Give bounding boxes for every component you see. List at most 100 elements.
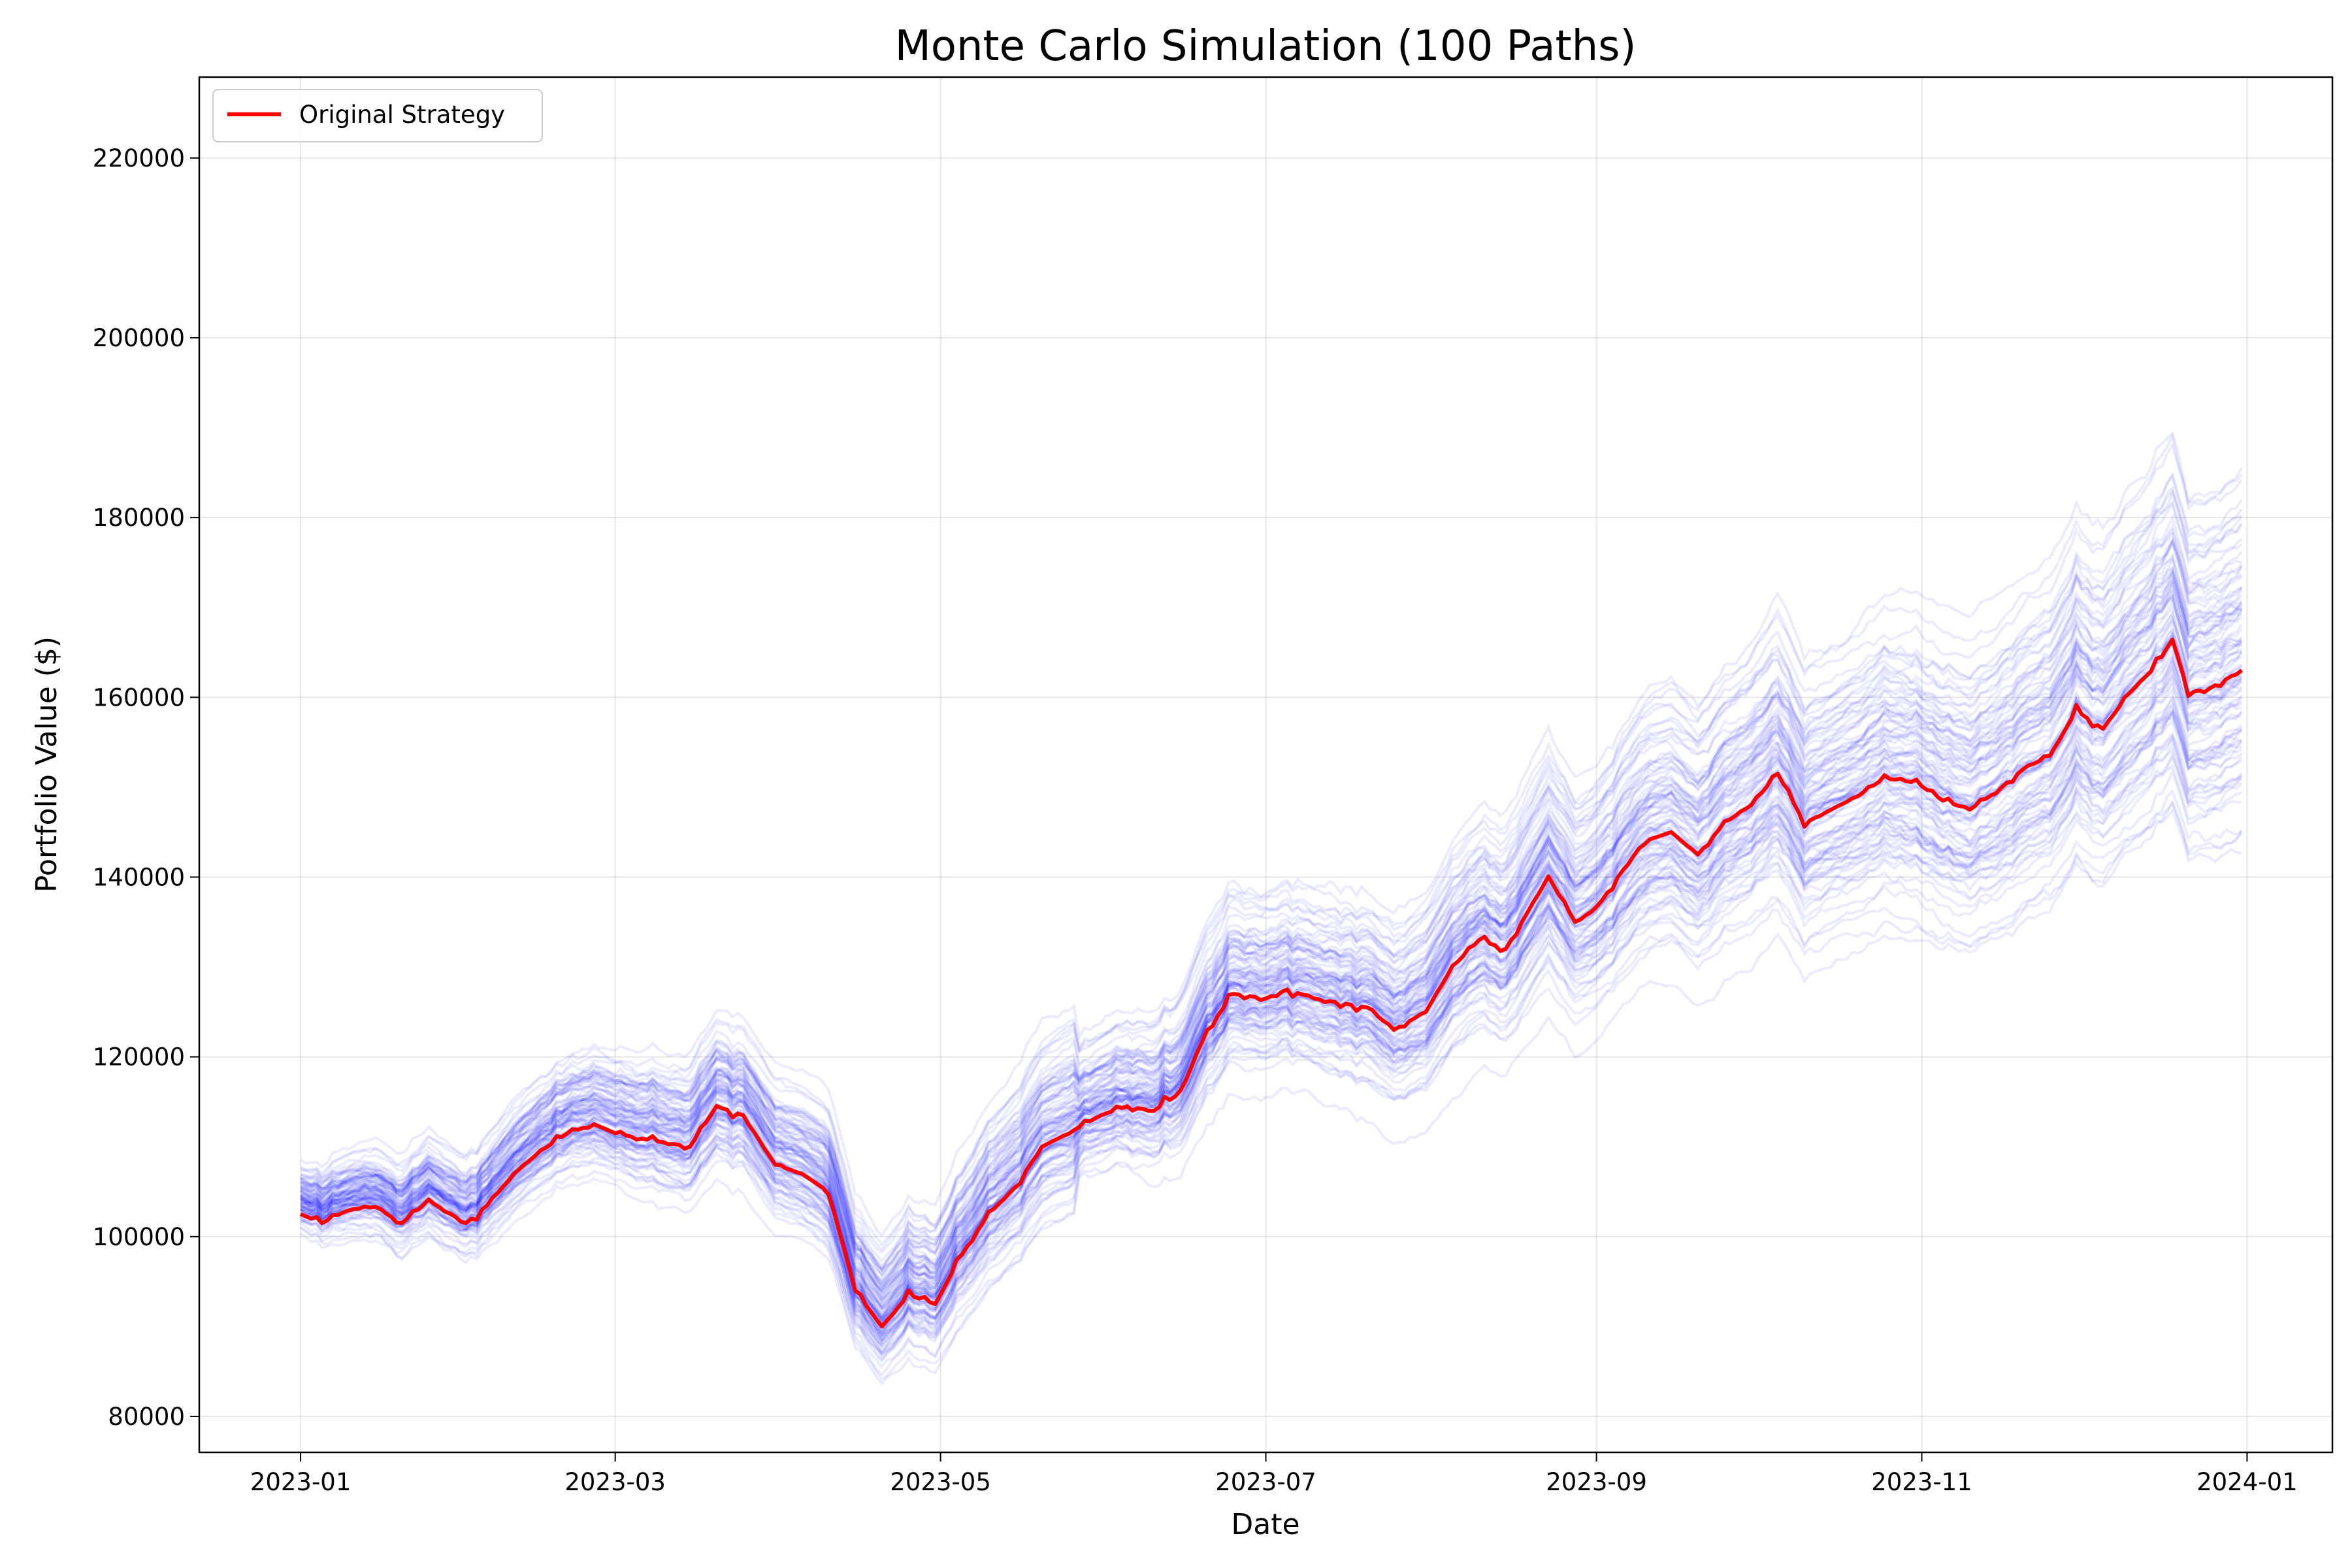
simulation-path	[300, 576, 2242, 1290]
simulation-path	[301, 442, 2243, 1247]
x-tick-label: 2024-01	[2197, 1468, 2298, 1496]
y-tick-label: 120000	[93, 1043, 185, 1071]
simulation-path	[300, 611, 2243, 1309]
simulation-path	[300, 489, 2243, 1273]
simulation-path	[300, 570, 2242, 1324]
simulation-path	[300, 568, 2242, 1298]
simulation-path	[300, 711, 2243, 1344]
simulation-path	[300, 664, 2243, 1326]
y-tick-label: 100000	[93, 1223, 185, 1251]
legend-frame	[212, 89, 543, 142]
simulation-path	[300, 638, 2243, 1325]
simulation-path	[300, 648, 2242, 1328]
simulation-path	[301, 576, 2243, 1276]
simulation-path	[300, 489, 2243, 1299]
simulation-path	[300, 431, 2243, 1238]
simulation-path	[299, 485, 2243, 1269]
simulation-path	[299, 789, 2243, 1369]
x-tick-label: 2023-11	[1871, 1468, 1972, 1496]
simulation-path	[299, 579, 2243, 1300]
legend-label-original-strategy: Original Strategy	[299, 101, 505, 129]
simulation-path	[300, 764, 2243, 1347]
simulation-path	[299, 709, 2242, 1337]
chart-title: Monte Carlo Simulation (100 Paths)	[895, 22, 1637, 71]
simulation-path	[299, 632, 2243, 1318]
simulation-path	[299, 716, 2243, 1343]
simulation-path	[300, 538, 2243, 1278]
simulation-path	[300, 472, 2242, 1254]
simulation-path	[300, 570, 2243, 1287]
simulation-path	[300, 514, 2242, 1284]
simulation-path	[300, 681, 2243, 1345]
simulation-path	[300, 751, 2242, 1362]
simulation-path	[300, 500, 2243, 1272]
simulation-path	[300, 747, 2243, 1348]
simulation-path	[300, 687, 2243, 1335]
simulation-path	[301, 666, 2242, 1322]
simulation-path	[300, 741, 2243, 1356]
simulation-path	[299, 499, 2243, 1273]
simulation-path	[300, 673, 2243, 1328]
simulation-path	[299, 604, 2243, 1290]
simulation-path	[300, 567, 2243, 1304]
simulation-path	[300, 808, 2242, 1381]
y-tick-label: 200000	[93, 324, 185, 352]
simulation-path	[300, 633, 2242, 1320]
simulation-path	[300, 635, 2243, 1320]
x-tick-label: 2023-07	[1215, 1468, 1316, 1496]
simulation-path	[299, 589, 2243, 1305]
simulation-path	[299, 800, 2243, 1377]
simulation-path	[300, 593, 2243, 1295]
simulation-path	[300, 524, 2243, 1271]
simulation-path	[300, 654, 2243, 1322]
simulation-path	[299, 730, 2242, 1356]
y-tick-label: 160000	[93, 683, 185, 711]
simulation-path	[299, 609, 2243, 1311]
simulation-path	[299, 581, 2243, 1294]
grid	[199, 77, 2332, 1452]
simulation-path	[300, 656, 2242, 1309]
simulation-path	[301, 553, 2243, 1289]
simulation-path	[300, 536, 2243, 1285]
y-tick-label: 180000	[93, 504, 185, 532]
plot-area	[199, 77, 2332, 1452]
simulation-path	[300, 630, 2243, 1331]
original-strategy-series	[299, 638, 2244, 1329]
simulation-path	[300, 617, 2242, 1310]
simulation-path	[300, 710, 2243, 1350]
y-tick-label: 140000	[93, 863, 185, 891]
legend: Original Strategy	[212, 89, 543, 142]
simulation-path	[300, 754, 2242, 1347]
x-tick-label: 2023-03	[564, 1468, 666, 1496]
simulation-path	[301, 768, 2242, 1356]
x-axis-label: Date	[1231, 1508, 1299, 1541]
simulation-path	[300, 695, 2242, 1343]
simulation-path	[300, 703, 2243, 1354]
original-strategy-line	[299, 638, 2244, 1329]
y-tick-label: 80000	[108, 1403, 185, 1431]
simulation-path	[300, 707, 2243, 1337]
simulation-path	[301, 578, 2243, 1307]
y-tick-label: 220000	[93, 144, 185, 172]
simulation-path	[300, 799, 2243, 1386]
simulation-path	[300, 528, 2243, 1273]
simulation-path	[299, 732, 2243, 1364]
simulation-path	[300, 596, 2243, 1303]
simulation-path	[300, 672, 2243, 1313]
simulation-path	[300, 472, 2243, 1264]
simulation-path	[299, 557, 2242, 1293]
simulation-path	[300, 537, 2243, 1279]
simulation-path	[300, 566, 2243, 1302]
simulation-path	[300, 598, 2243, 1324]
x-tick-label: 2023-05	[890, 1468, 991, 1496]
simulation-path	[300, 693, 2242, 1332]
simulation-path	[299, 631, 2243, 1324]
x-tick-label: 2023-01	[250, 1468, 351, 1496]
simulation-path	[300, 553, 2242, 1284]
simulation-path	[301, 565, 2243, 1289]
simulation-path	[300, 642, 2243, 1323]
simulation-path	[300, 710, 2242, 1336]
simulation-path	[300, 700, 2243, 1356]
simulation-path	[300, 719, 2243, 1339]
